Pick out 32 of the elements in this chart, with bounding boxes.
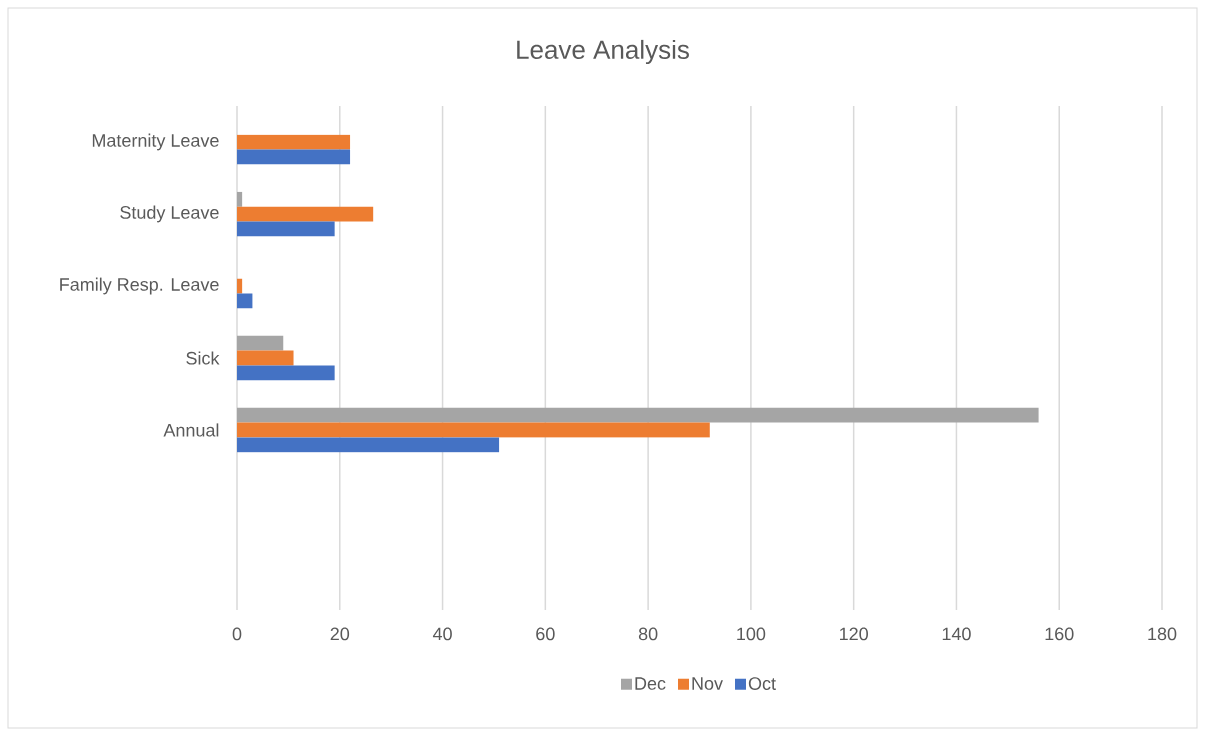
y-tick-label: Annual (163, 423, 219, 437)
legend-label: Oct (748, 677, 776, 690)
x-tick-label: 100 (737, 627, 766, 641)
x-tick-label: 140 (942, 627, 971, 641)
y-tick-label: Family Resp. Leave (60, 277, 219, 295)
x-tick-label: 40 (432, 627, 452, 641)
y-tick-label: Study Leave (120, 205, 219, 223)
bar (237, 365, 335, 381)
x-tick-label: 160 (1045, 627, 1074, 641)
bar (237, 335, 284, 351)
bar (237, 278, 243, 294)
bar (237, 350, 294, 366)
y-tick-label: Maternity Leave (92, 133, 219, 151)
x-tick-label: 20 (330, 627, 350, 641)
bar (237, 149, 351, 165)
x-tick-label: 0 (232, 627, 242, 641)
legend-label: Dec (635, 677, 666, 690)
bar (237, 422, 710, 438)
x-tick-label: 180 (1148, 627, 1177, 641)
bar (237, 191, 243, 207)
x-tick-label: 120 (840, 627, 868, 641)
chart-title: Leave Analysis (517, 39, 689, 65)
bar (237, 206, 374, 222)
x-tick-label: 80 (638, 627, 658, 641)
bar (237, 221, 335, 237)
bar (237, 407, 1039, 423)
legend-label: Nov (692, 677, 723, 690)
bar (237, 134, 351, 150)
x-tick-label: 60 (536, 627, 555, 641)
bar (237, 437, 500, 453)
bar (237, 293, 253, 309)
y-tick-label: Sick (186, 351, 220, 365)
